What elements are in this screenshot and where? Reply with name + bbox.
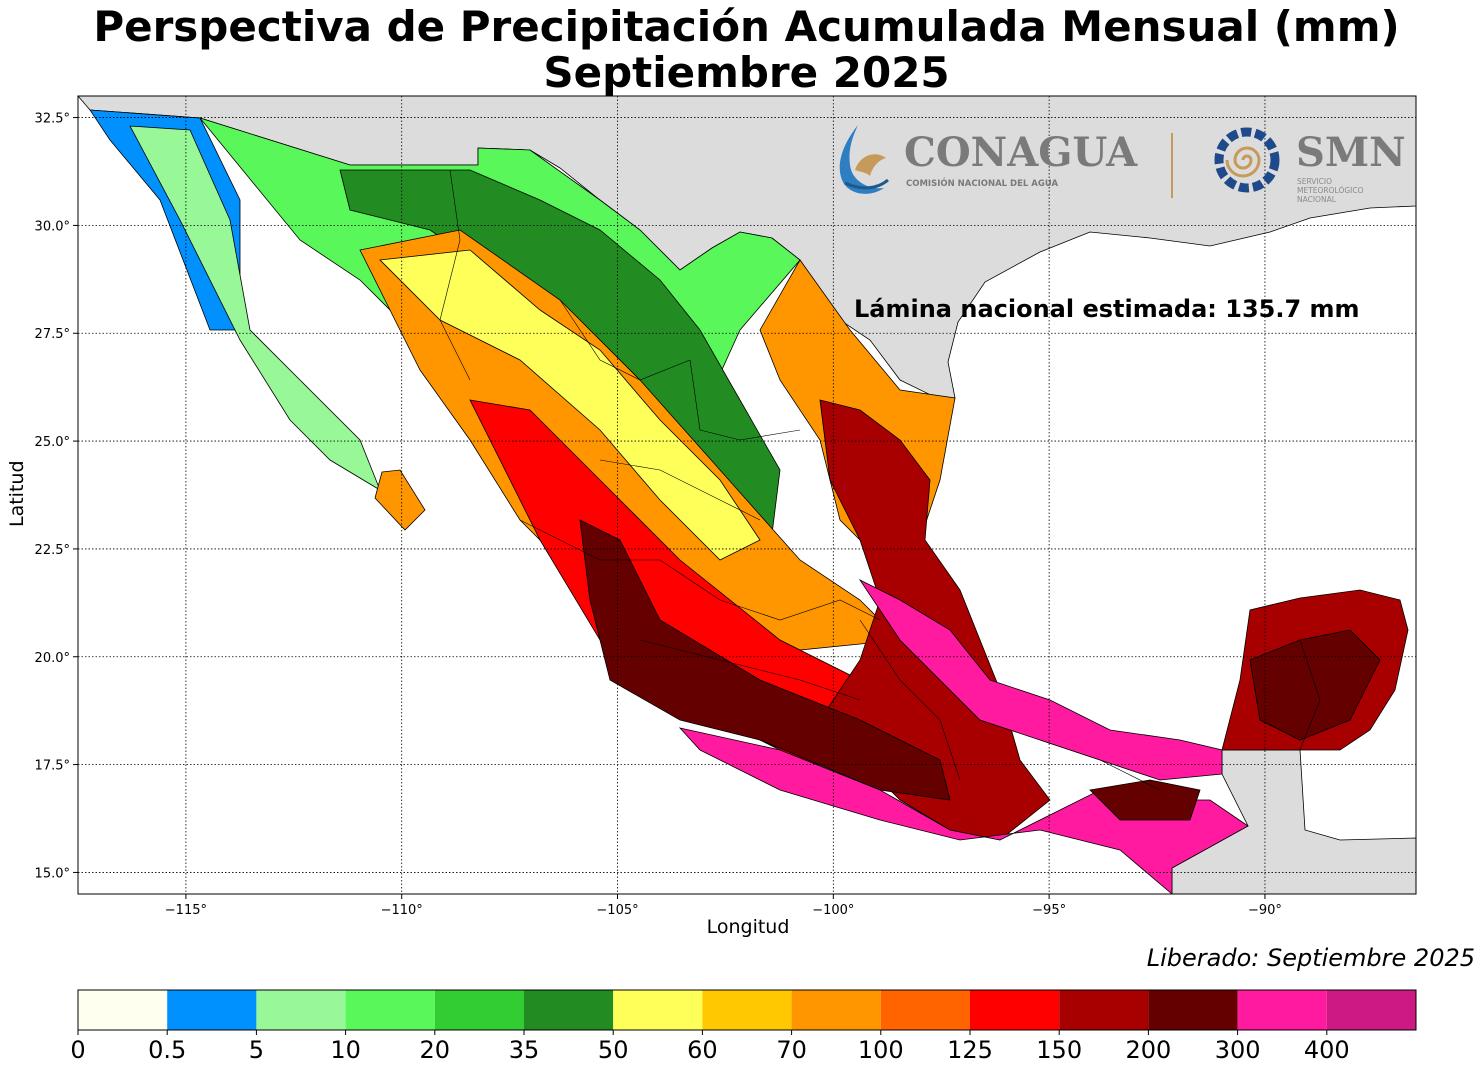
national-estimate-label: Lámina nacional estimada: 135.7 mm: [854, 295, 1360, 323]
colorbar-swatch: [702, 990, 792, 1030]
colorbar-tick-label: 0.5: [148, 1036, 186, 1064]
smn-sub-1: SERVICIO: [1297, 177, 1332, 186]
colorbar-tick-label: 60: [687, 1036, 718, 1064]
colorbar-tick-label: 150: [1036, 1036, 1082, 1064]
x-tick-label: −105°: [596, 903, 638, 918]
conagua-drop-icon: [839, 125, 884, 194]
x-axis-label: Longitud: [706, 916, 790, 938]
colorbar-tick-label: 50: [598, 1036, 629, 1064]
colorbar-tick-label: 400: [1304, 1036, 1350, 1064]
smn-logo: SMN SERVICIO METEOROLÓGICO NACIONAL: [1214, 127, 1406, 204]
colorbar-swatch: [256, 990, 346, 1030]
colorbar-tick-label: 35: [509, 1036, 540, 1064]
colorbar-tick-label: 70: [776, 1036, 807, 1064]
zone-baja-south-orange: [374, 469, 426, 531]
x-tick-label: −115°: [165, 903, 207, 918]
zone-pacific-dark: [579, 519, 951, 801]
x-tick-label: −90°: [1248, 903, 1282, 918]
zone-yellow: [379, 249, 761, 561]
map-subtitle: Septiembre 2025: [543, 48, 950, 97]
colorbar-swatch: [970, 990, 1060, 1030]
smn-name: SMN: [1296, 129, 1406, 176]
zone-chiapas-dark: [1089, 779, 1201, 821]
map-canvas: [78, 96, 1416, 894]
colorbar-tick-label: 0: [70, 1036, 85, 1064]
colorbar-tick-label: 20: [420, 1036, 451, 1064]
smn-sub-3: NACIONAL: [1297, 195, 1337, 204]
colorbar-swatch: [1326, 990, 1416, 1030]
y-tick-label: 27.5°: [35, 327, 70, 342]
conagua-logo: CONAGUA COMISIÓN NACIONAL DEL AGUA: [839, 125, 1138, 194]
colorbar-swatch: [434, 990, 524, 1030]
colorbar-swatch: [791, 990, 881, 1030]
y-tick-label: 30.0°: [35, 219, 70, 234]
zone-veracruz-magenta: [858, 578, 1223, 781]
colorbar-swatch: [880, 990, 970, 1030]
colorbar-swatch: [613, 990, 703, 1030]
colorbar-frame: [77, 989, 1417, 1031]
colorbar-tick-label: 200: [1125, 1036, 1171, 1064]
colorbar-tick-label: 100: [858, 1036, 904, 1064]
y-tick-label: 22.5°: [35, 543, 70, 558]
conagua-sub: COMISIÓN NACIONAL DEL AGUA: [906, 177, 1058, 189]
colorbar-swatch: [1148, 990, 1238, 1030]
colorbar-swatch: [345, 990, 435, 1030]
conagua-eagle-icon: [855, 154, 886, 176]
zone-baja-lightgreen: [129, 125, 381, 491]
map-frame: [77, 95, 1417, 895]
colorbar-swatch: [78, 990, 168, 1030]
colorbar-swatch: [1237, 990, 1327, 1030]
map-ticks: −115° −110° −105° −100° −95° −90° 15.0° 17.5° 20…: [35, 112, 1282, 918]
colorbar-swatch: [524, 990, 614, 1030]
y-tick-label: 25.0°: [35, 435, 70, 450]
y-axis-label: Latitud: [6, 460, 28, 527]
colorbar-tick-label: 10: [330, 1036, 361, 1064]
colorbar-swatch: [1059, 990, 1149, 1030]
map-title: Perspectiva de Precipitación Acumulada M…: [93, 2, 1400, 51]
y-tick-label: 17.5°: [35, 759, 70, 774]
zone-pacific-magenta: [678, 727, 1249, 894]
colorbar-tick-label: 125: [947, 1036, 993, 1064]
conagua-name: CONAGUA: [904, 129, 1138, 176]
y-tick-label: 32.5°: [35, 112, 70, 127]
state-borders: [439, 169, 1321, 791]
release-label: Liberado: Septiembre 2025: [1146, 944, 1475, 972]
smn-sub-2: METEOROLÓGICO: [1297, 186, 1364, 195]
colorbar-tick-label: 300: [1215, 1036, 1261, 1064]
x-tick-label: −100°: [812, 903, 854, 918]
x-tick-label: −110°: [381, 903, 423, 918]
smn-gear-icon: [1214, 127, 1280, 193]
colorbar: 0 0.5 5 10 20 35 50 60 70 100 125 150 200 300 400: [70, 989, 1417, 1064]
colorbar-swatch: [167, 990, 257, 1030]
x-tick-label: −95°: [1032, 903, 1066, 918]
mexico-land: [89, 109, 1409, 894]
smn-spiral-icon: [1225, 146, 1261, 178]
colorbar-tick-label: 5: [249, 1036, 264, 1064]
y-tick-label: 20.0°: [35, 651, 70, 666]
y-tick-label: 15.0°: [35, 866, 70, 881]
map-gridlines: [78, 96, 1416, 894]
